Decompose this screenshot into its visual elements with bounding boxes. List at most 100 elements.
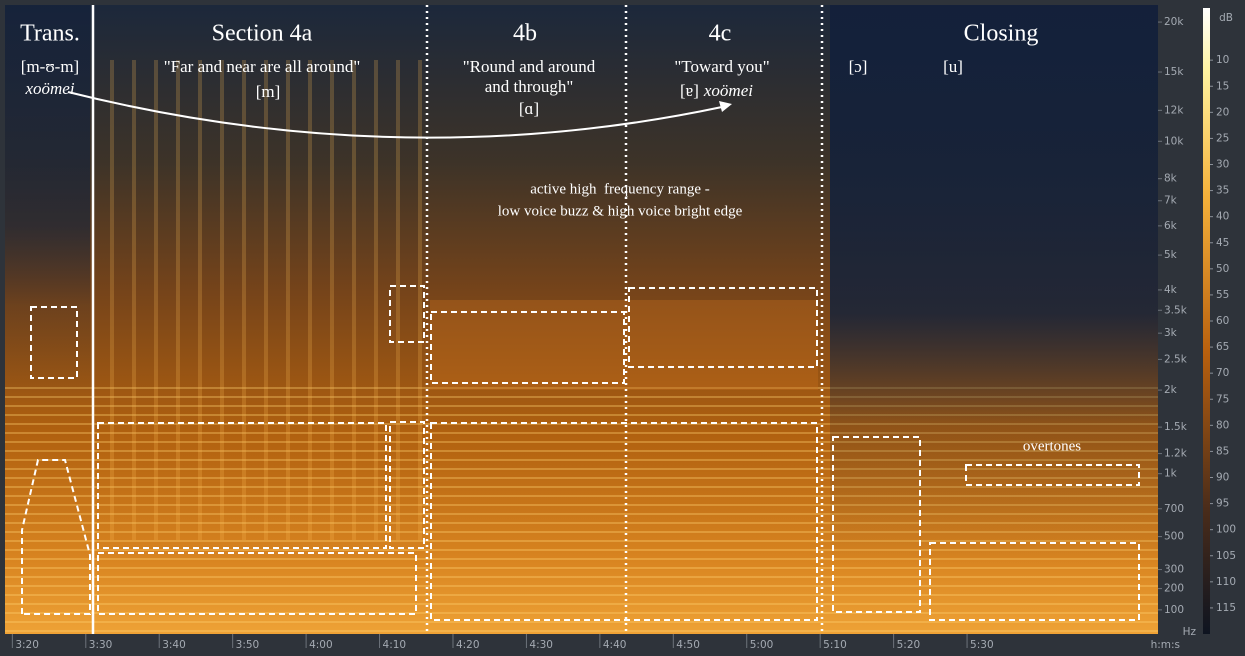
y-tick-label: 8k [1164, 173, 1178, 185]
x-tick-label: 4:00 [309, 639, 333, 651]
y-tick-label: 20k [1164, 16, 1184, 28]
region [97, 422, 387, 549]
colorbar-tick-label: 50 [1216, 263, 1229, 275]
quiet-region [830, 5, 1158, 565]
syllable: [m-ʊ-m] [21, 57, 79, 76]
y-tick-label: 3.5k [1164, 304, 1188, 316]
y-tick-label: 700 [1164, 503, 1184, 515]
regions [21, 285, 1140, 621]
frame [0, 0, 1158, 5]
y-tick-label: 15k [1164, 66, 1184, 78]
colorbar-tick-label: 45 [1216, 237, 1229, 249]
colorbar-tick-label: 55 [1216, 289, 1229, 301]
section-title: Closing [964, 21, 1039, 47]
colorbar-tick-label: 105 [1216, 550, 1236, 562]
x-tick-label: 5:20 [897, 639, 921, 651]
y-axis-panel [1158, 0, 1245, 634]
y-tick-label: 1.5k [1164, 421, 1188, 433]
y-tick-label: 10k [1164, 135, 1184, 147]
lyric: "Toward you" [674, 57, 769, 76]
region [965, 464, 1140, 486]
syllable: [ɔ] [849, 57, 868, 76]
x-tick-label: 5:00 [750, 639, 774, 651]
y-tick-label: 100 [1164, 604, 1184, 616]
syllable: [ɐ] [680, 81, 699, 100]
colorbar-tick-label: 95 [1216, 498, 1229, 510]
x-tick-label: 3:30 [89, 639, 113, 651]
x-tick-label: 5:30 [970, 639, 994, 651]
colorbar-tick-label: 40 [1216, 211, 1229, 223]
x-axis-label: h:m:s [1151, 639, 1180, 651]
region [30, 306, 78, 379]
y-tick-label: 200 [1164, 583, 1184, 595]
lyric: and through" [485, 77, 574, 96]
colorbar-tick-label: 110 [1216, 576, 1236, 588]
colorbar-tick-label: 60 [1216, 315, 1229, 327]
colorbar-tick-label: 80 [1216, 419, 1229, 431]
colorbar-tick-label: 15 [1216, 80, 1229, 92]
colorbar-tick-label: 70 [1216, 367, 1229, 379]
region [21, 459, 91, 615]
y-tick-label: 1k [1164, 468, 1178, 480]
colorbar-label: dB [1219, 12, 1233, 24]
y-tick-label: 7k [1164, 195, 1178, 207]
colorbar-tick-label: 85 [1216, 445, 1229, 457]
y-tick-label: 2k [1164, 384, 1178, 396]
x-tick-label: 3:50 [236, 639, 260, 651]
y-tick-label: 3k [1164, 327, 1178, 339]
y-axis-label: Hz [1183, 626, 1197, 638]
note: active high frequency range - [530, 181, 710, 197]
syllable: [m] [256, 82, 281, 101]
y-tick-label: 500 [1164, 531, 1184, 543]
region [430, 422, 818, 621]
arrow-head [719, 101, 732, 112]
syllable: [ɑ] [519, 99, 539, 118]
colorbar-tick-label: 65 [1216, 341, 1229, 353]
note: overtones [1023, 438, 1081, 454]
x-tick-label: 3:40 [162, 639, 186, 651]
section-title: 4b [513, 21, 537, 47]
x-axis-panel [0, 634, 1245, 656]
technique: xoömei [24, 79, 74, 98]
y-tick-label: 1.2k [1164, 448, 1188, 460]
region [430, 311, 625, 384]
colorbar-tick-label: 30 [1216, 159, 1229, 171]
colorbar-tick-label: 115 [1216, 602, 1236, 614]
technique: xoömei [703, 81, 753, 100]
x-tick-label: 4:50 [676, 639, 700, 651]
region [389, 285, 425, 343]
arrow [67, 91, 723, 139]
note: low voice buzz & high voice bright edge [498, 203, 743, 219]
colorbar-tick-label: 90 [1216, 472, 1229, 484]
y-tick-label: 300 [1164, 564, 1184, 576]
lyric: "Round and around [463, 57, 596, 76]
streaks [95, 60, 425, 540]
colorbar-tick-label: 10 [1216, 54, 1229, 66]
colorbar-tick-label: 75 [1216, 393, 1229, 405]
colorbar-tick-label: 100 [1216, 524, 1236, 536]
section-title: Trans. [20, 21, 80, 47]
y-tick-label: 2.5k [1164, 353, 1188, 365]
colorbar [1203, 8, 1210, 634]
section-title: Section 4a [212, 21, 313, 47]
y-tick-label: 4k [1164, 284, 1178, 296]
x-tick-label: 5:10 [823, 639, 847, 651]
x-tick-label: 3:20 [15, 639, 39, 651]
syllable: [u] [943, 57, 963, 76]
y-tick-label: 12k [1164, 104, 1184, 116]
x-tick-label: 4:20 [456, 639, 480, 651]
syllable-line: [ɐ] xoömei [680, 81, 753, 100]
y-tick-label: 6k [1164, 220, 1178, 232]
x-tick-label: 4:30 [529, 639, 553, 651]
section-title: 4c [709, 21, 732, 47]
colorbar-tick-label: 25 [1216, 132, 1229, 144]
colorbar-tick-label: 20 [1216, 106, 1229, 118]
quiet-region [5, 5, 90, 405]
region [832, 436, 921, 613]
x-tick-label: 4:10 [383, 639, 407, 651]
region [929, 542, 1140, 621]
frame [0, 0, 5, 634]
region [628, 287, 818, 368]
lyric: "Far and near are all around" [164, 57, 361, 76]
